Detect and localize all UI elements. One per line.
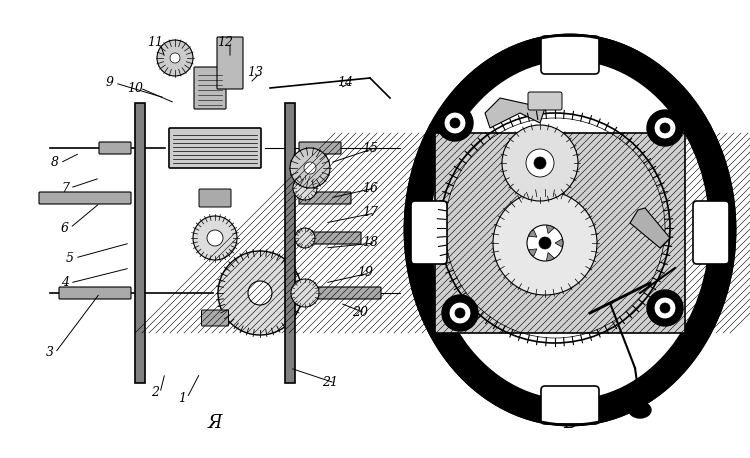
Polygon shape: [135, 103, 145, 383]
Wedge shape: [529, 249, 537, 256]
FancyBboxPatch shape: [217, 37, 243, 89]
FancyBboxPatch shape: [299, 192, 351, 204]
Ellipse shape: [430, 60, 710, 400]
Circle shape: [444, 112, 466, 134]
Text: 16: 16: [362, 181, 378, 195]
Ellipse shape: [405, 35, 735, 425]
Circle shape: [502, 125, 578, 201]
Circle shape: [493, 191, 597, 295]
FancyBboxPatch shape: [59, 287, 131, 299]
Text: 18: 18: [362, 236, 378, 250]
Text: 12: 12: [217, 37, 233, 49]
Text: 15: 15: [362, 142, 378, 154]
Wedge shape: [547, 225, 554, 234]
FancyBboxPatch shape: [199, 189, 231, 207]
Circle shape: [207, 230, 223, 246]
Text: 13: 13: [247, 66, 263, 80]
Text: 8: 8: [51, 157, 59, 169]
Polygon shape: [485, 98, 545, 128]
Circle shape: [218, 251, 302, 335]
Circle shape: [248, 281, 272, 305]
Text: 19: 19: [357, 267, 373, 279]
Circle shape: [527, 225, 563, 261]
Text: 20: 20: [352, 306, 368, 320]
Circle shape: [449, 302, 471, 324]
Circle shape: [291, 279, 319, 307]
Text: 5: 5: [66, 251, 74, 265]
Circle shape: [437, 105, 473, 141]
FancyBboxPatch shape: [541, 386, 599, 424]
Text: 9: 9: [106, 76, 114, 89]
Text: 14: 14: [337, 76, 353, 89]
FancyBboxPatch shape: [39, 192, 131, 204]
Text: 1: 1: [178, 392, 186, 404]
Text: 4: 4: [61, 277, 69, 289]
Text: 3: 3: [46, 347, 54, 360]
Text: Я: Я: [208, 414, 222, 432]
Circle shape: [647, 290, 683, 326]
Wedge shape: [555, 239, 563, 247]
Polygon shape: [285, 103, 295, 383]
Circle shape: [290, 148, 330, 188]
Text: 7: 7: [61, 181, 69, 195]
Circle shape: [647, 110, 683, 146]
Circle shape: [304, 162, 316, 174]
Text: 2: 2: [151, 387, 159, 399]
Text: 21: 21: [322, 376, 338, 389]
Circle shape: [442, 295, 478, 331]
Circle shape: [450, 118, 460, 128]
Circle shape: [660, 123, 670, 133]
Wedge shape: [529, 230, 537, 237]
FancyBboxPatch shape: [169, 128, 261, 168]
Circle shape: [170, 53, 180, 63]
Text: 17: 17: [362, 207, 378, 219]
FancyBboxPatch shape: [99, 142, 131, 154]
Circle shape: [157, 40, 193, 76]
FancyBboxPatch shape: [528, 92, 562, 110]
Ellipse shape: [629, 402, 651, 418]
Text: Б: Б: [563, 414, 577, 432]
Circle shape: [293, 176, 317, 200]
Circle shape: [534, 157, 546, 169]
Circle shape: [526, 149, 554, 177]
Wedge shape: [547, 252, 554, 261]
Circle shape: [654, 297, 676, 319]
Text: 6: 6: [61, 222, 69, 234]
FancyBboxPatch shape: [202, 310, 229, 326]
Circle shape: [539, 237, 551, 249]
Circle shape: [660, 303, 670, 313]
FancyBboxPatch shape: [693, 201, 729, 264]
Circle shape: [455, 308, 465, 318]
FancyBboxPatch shape: [299, 232, 361, 244]
FancyBboxPatch shape: [299, 287, 381, 299]
Circle shape: [654, 117, 676, 139]
Polygon shape: [630, 208, 670, 248]
FancyBboxPatch shape: [299, 142, 341, 154]
FancyBboxPatch shape: [194, 67, 226, 109]
Circle shape: [193, 216, 237, 260]
FancyBboxPatch shape: [411, 201, 447, 264]
Polygon shape: [435, 133, 685, 333]
FancyBboxPatch shape: [541, 36, 599, 74]
Text: 10: 10: [127, 82, 143, 94]
Circle shape: [295, 228, 315, 248]
Text: 11: 11: [147, 37, 163, 49]
